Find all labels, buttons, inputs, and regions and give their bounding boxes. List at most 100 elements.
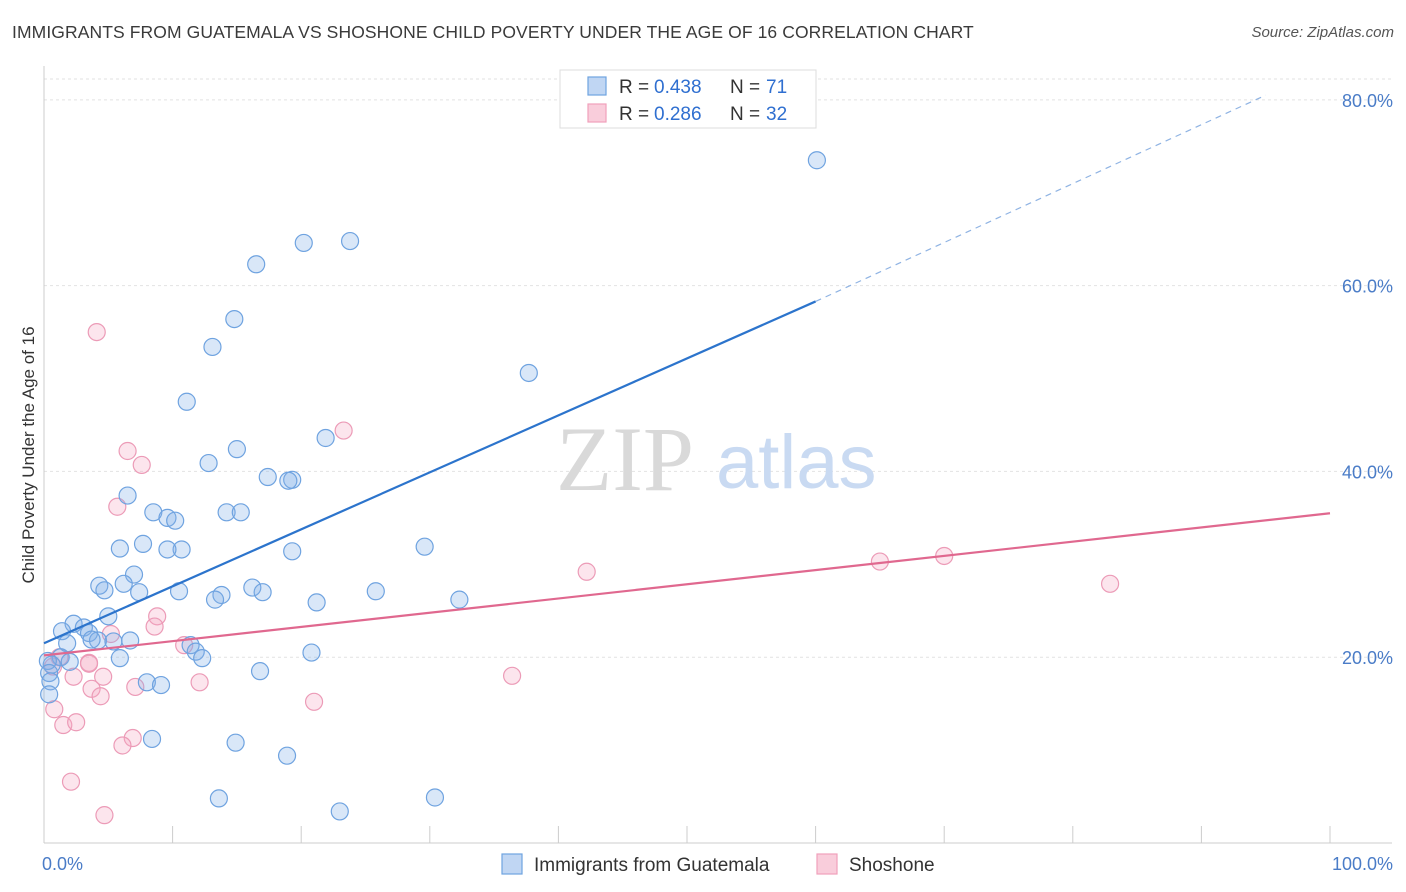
shoshone-point — [304, 692, 324, 711]
guatemala-point — [450, 590, 469, 609]
grid-lines — [44, 78, 1392, 658]
guatemala-point — [302, 643, 321, 662]
legend-r-label-pink: R = — [619, 104, 649, 125]
axes — [43, 66, 1392, 844]
guatemala-point — [41, 672, 60, 691]
x-tick-label-min: 0.0% — [42, 854, 83, 874]
guatemala-point — [124, 565, 144, 584]
guatemala-point — [118, 486, 137, 505]
y-tick-label: 60.0% — [1342, 277, 1393, 297]
guatemala-point — [199, 453, 218, 473]
guatemala-point — [203, 337, 222, 357]
guatemala-point — [166, 511, 185, 530]
guatemala-point — [186, 642, 205, 661]
guatemala-point — [231, 503, 250, 522]
guatemala-point — [209, 789, 228, 808]
legend-r-value-blue: 0.438 — [654, 77, 702, 98]
bottom-legend-swatch-blue — [501, 853, 523, 875]
guatemala-points — [38, 151, 826, 821]
shoshone-point — [64, 667, 83, 686]
y-tick-label: 80.0% — [1342, 91, 1393, 111]
legend-n-label-pink: N = — [730, 104, 760, 125]
watermark: ZIP atlas — [556, 408, 877, 510]
shoshone-point — [79, 654, 99, 673]
legend-r-value-pink: 0.286 — [654, 104, 702, 125]
shoshone-point — [95, 806, 114, 825]
legend-n-value-pink: 32 — [766, 104, 787, 125]
legend-r-label-blue: R = — [619, 77, 649, 98]
guatemala-point — [283, 542, 302, 561]
guatemala-point — [137, 673, 156, 692]
x-tick-label-max: 100.0% — [1332, 854, 1393, 874]
shoshone-point — [108, 497, 127, 516]
watermark-zip: ZIP — [556, 408, 694, 510]
source-label: Source: ZipAtlas.com — [1251, 24, 1394, 41]
shoshone-point — [126, 677, 145, 697]
guatemala-point — [158, 540, 177, 559]
shoshone-points — [43, 322, 1120, 825]
guatemala-trend-extension — [815, 94, 1266, 302]
bottom-legend-swatch-pink — [816, 853, 838, 875]
shoshone-point — [94, 667, 113, 686]
tick-labels: 20.0% 40.0% 60.0% 80.0% 0.0% 100.0% — [42, 91, 1393, 874]
legend-n-label-blue: N = — [730, 77, 760, 98]
guatemala-point — [225, 309, 244, 329]
guatemala-point — [258, 467, 277, 487]
guatemala-point — [133, 534, 153, 553]
guatemala-point — [193, 649, 212, 668]
guatemala-trend-line — [43, 300, 817, 645]
guatemala-point — [172, 540, 191, 559]
guatemala-point — [226, 733, 245, 752]
guatemala-point — [151, 675, 171, 695]
legend-box: R = 0.438 N = 71 R = 0.286 N = 32 — [559, 69, 817, 129]
guatemala-point — [519, 363, 538, 383]
guatemala-point — [95, 581, 114, 600]
guatemala-point — [340, 231, 360, 251]
guatemala-point — [366, 582, 385, 601]
guatemala-point — [316, 428, 335, 448]
guatemala-point — [227, 440, 246, 459]
y-axis-label: Child Poverty Under the Age of 16 — [19, 326, 38, 583]
guatemala-point — [279, 471, 298, 490]
shoshone-point — [67, 713, 86, 732]
shoshone-point — [334, 421, 353, 440]
shoshone-point — [87, 322, 106, 342]
shoshone-point — [503, 666, 522, 685]
shoshone-trend-line — [43, 512, 1331, 657]
guatemala-point — [277, 746, 297, 765]
guatemala-point — [807, 151, 826, 170]
guatemala-point — [40, 685, 59, 704]
trend-lines — [43, 94, 1331, 657]
shoshone-point — [91, 687, 110, 706]
guatemala-point — [142, 729, 162, 749]
guatemala-point — [250, 662, 270, 681]
guatemala-point — [247, 255, 266, 274]
shoshone-point — [118, 441, 137, 461]
legend-swatch-blue — [587, 76, 607, 96]
guatemala-point — [205, 590, 225, 609]
shoshone-point — [190, 673, 209, 692]
bottom-legend: Immigrants from Guatemala Shoshone — [501, 853, 935, 876]
guatemala-point — [415, 537, 434, 556]
guatemala-point — [110, 539, 129, 558]
shoshone-point — [123, 728, 142, 748]
guatemala-point — [110, 649, 129, 668]
bottom-legend-label-blue: Immigrants from Guatemala — [534, 855, 770, 876]
guatemala-point — [253, 583, 272, 602]
y-tick-label: 20.0% — [1342, 648, 1393, 668]
guatemala-point — [104, 632, 123, 651]
chart-title: IMMIGRANTS FROM GUATEMALA VS SHOSHONE CH… — [12, 22, 974, 42]
shoshone-point — [132, 455, 151, 475]
shoshone-point — [113, 736, 132, 755]
shoshone-point — [61, 772, 81, 791]
guatemala-point — [82, 630, 101, 649]
guatemala-point — [217, 503, 236, 522]
guatemala-point — [177, 392, 196, 411]
guatemala-point — [60, 652, 79, 671]
legend-n-value-blue: 71 — [766, 77, 787, 98]
guatemala-point — [307, 593, 326, 612]
guatemala-point — [114, 574, 133, 593]
bottom-legend-label-pink: Shoshone — [849, 855, 935, 876]
legend-swatch-pink — [587, 103, 607, 123]
